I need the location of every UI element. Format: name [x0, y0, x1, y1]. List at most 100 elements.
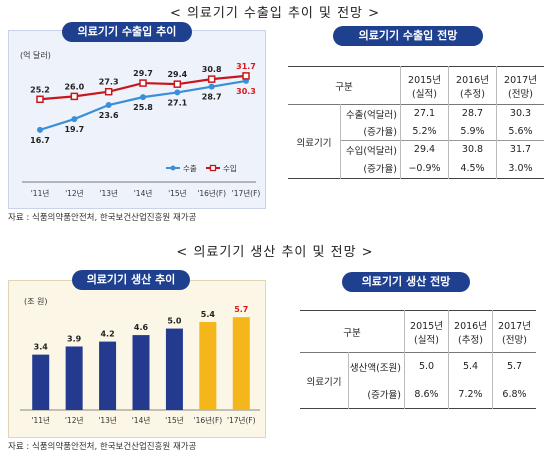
x-tick-label: '11년: [31, 415, 50, 425]
trade-line-chart: (억 달러) '11년 '12년 '13년 '14년 '15년 '16년(F) '17년(F…: [20, 50, 261, 198]
table-row-label: 수입(억달러): [340, 140, 401, 159]
data-point: [105, 102, 112, 109]
data-point: [104, 87, 113, 96]
header-sub: (실적): [414, 334, 439, 346]
data-label: 25.8: [133, 103, 153, 112]
header-sub: (실적): [412, 88, 437, 100]
legend-marker: [170, 165, 176, 171]
table-row-label: (증가율): [348, 380, 405, 409]
table-row-label: (증가율): [340, 158, 401, 179]
header-year: 2015년: [410, 320, 443, 332]
bar: [132, 335, 150, 410]
data-label: 28.7: [202, 93, 222, 102]
table-cell: 30.3: [496, 104, 544, 123]
trade-table-header-col: 2015년 (실적): [400, 66, 449, 105]
data-label: 25.2: [30, 85, 50, 94]
trade-unit-label: (억 달러): [20, 50, 51, 60]
data-label: 30.8: [202, 65, 222, 74]
table-cell: 5.6%: [496, 122, 544, 141]
production-table-header-col: 2017년 (전망): [492, 310, 536, 353]
data-label: 27.3: [99, 78, 119, 87]
x-tick-label: '13년: [99, 188, 118, 198]
table-cell: 6.8%: [492, 380, 536, 409]
table-row-label: 생산액(조원): [348, 352, 405, 381]
production-outlook-table: 구분 2015년 (실적) 2016년 (추정) 2017년 (전망) 의료기기…: [300, 310, 536, 409]
x-tick-label: '16년(F): [194, 415, 223, 425]
data-point: [173, 80, 182, 88]
data-label: 30.3: [236, 87, 256, 96]
x-tick-label: '14년: [134, 188, 153, 198]
trade-table-header-col: 2016년 (추정): [448, 66, 497, 105]
bar: [199, 322, 217, 410]
production-table-title: 의료기기 생산 전망: [342, 272, 470, 292]
table-cell: 31.7: [496, 140, 544, 159]
x-tick-label: '12년: [65, 188, 84, 198]
bar: [232, 317, 250, 410]
legend-marker: [209, 164, 217, 172]
table-cell: 29.4: [413, 144, 436, 156]
header-sub: (전망): [508, 88, 533, 100]
bar: [99, 341, 117, 410]
data-point: [70, 92, 79, 101]
table-cell: 7.2%: [448, 380, 493, 409]
data-label: 4.2: [100, 330, 114, 339]
data-point: [207, 75, 216, 83]
x-tick-label: '13년: [98, 415, 117, 425]
data-label: 23.6: [99, 111, 119, 120]
header-sub: (추정): [458, 334, 483, 346]
production-chart-title: 의료기기 생산 추이: [72, 270, 190, 290]
data-point: [71, 116, 78, 123]
table-cell: 5.9%: [448, 122, 497, 141]
header-year: 2015년: [408, 74, 441, 86]
table-cell: 5.2%: [412, 125, 437, 137]
trade-chart-title: 의료기기 수출입 추이: [62, 22, 192, 42]
data-label: 26.0: [64, 82, 84, 91]
x-tick-label: '17년(F): [232, 188, 261, 198]
production-table-header-col: 2016년 (추정): [448, 310, 493, 353]
data-point: [139, 79, 147, 87]
data-label: 29.4: [167, 70, 187, 79]
x-tick-label: '12년: [65, 415, 84, 425]
data-label: 5.7: [234, 305, 248, 314]
trade-chart-panel: [8, 30, 266, 209]
x-tick-label: '16년(F): [197, 188, 226, 198]
header-year: 2016년: [456, 74, 489, 86]
production-unit-label: (조 원): [24, 297, 48, 306]
x-tick-label: '14년: [132, 415, 151, 425]
production-table-header-category: 구분: [343, 327, 361, 339]
data-point: [140, 94, 146, 101]
trade-outlook-table: 구분 2015년 (실적) 2016년 (추정) 2017년 (전망) 의료기기…: [288, 66, 544, 179]
x-tick-label: '17년(F): [227, 415, 256, 425]
header-year: 2016년: [454, 320, 487, 332]
data-label: 29.7: [133, 69, 153, 78]
data-label: 3.4: [34, 343, 49, 352]
data-label: 5.0: [167, 317, 182, 326]
table-row-label: (증가율): [340, 122, 401, 141]
data-point: [242, 72, 250, 80]
x-tick-label: '15년: [165, 415, 184, 425]
table-cell: 5.7: [492, 352, 536, 381]
header-sub: (추정): [460, 88, 485, 100]
data-point: [37, 126, 43, 133]
x-tick-label: '15년: [168, 188, 187, 198]
data-label: 16.7: [30, 136, 50, 145]
table-cell: 30.8: [448, 140, 497, 159]
trade-table-header-col: 2017년 (전망): [496, 66, 544, 105]
trade-section-title: < 의료기기 수출입 추이 및 전망 >: [169, 6, 381, 21]
bar: [65, 346, 83, 410]
data-point: [174, 89, 181, 96]
production-table-header-col: 2015년 (실적): [404, 310, 449, 353]
data-label: 4.6: [134, 323, 149, 332]
data-point: [208, 83, 215, 90]
production-section-title: < 의료기기 생산 추이 및 전망 >: [176, 245, 374, 260]
trade-table-header-category: 구분: [335, 81, 353, 93]
table-cell: 5.0: [418, 361, 435, 373]
data-label: 31.7: [236, 62, 256, 71]
table-cell: 27.1: [413, 108, 436, 120]
header-year: 2017년: [504, 74, 537, 86]
table-cell: 3.0%: [496, 158, 544, 179]
trade-source-note: 자료 : 식품의약품안전처, 한국보건산업진흥원 재가공: [8, 213, 197, 223]
data-label: 27.1: [167, 98, 187, 107]
legend-label: 수입: [223, 164, 237, 173]
bar: [165, 328, 183, 410]
